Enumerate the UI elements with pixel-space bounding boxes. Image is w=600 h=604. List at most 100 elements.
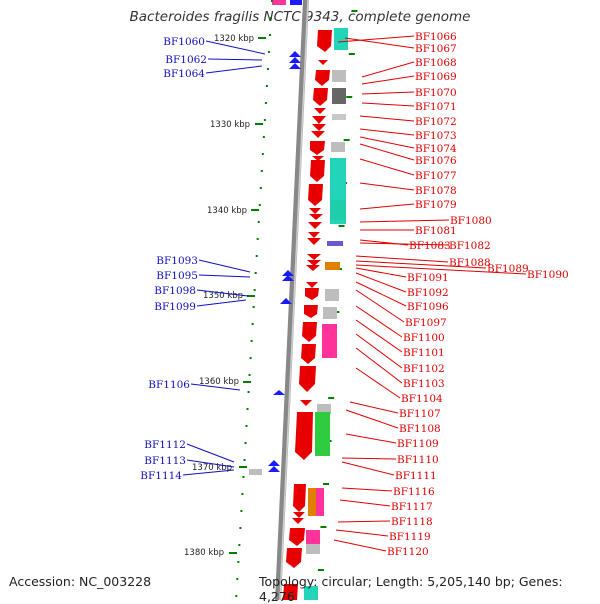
gene-label-bf1113[interactable]: BF1113	[144, 455, 186, 467]
gene-label-bf1092[interactable]: BF1092	[407, 287, 449, 299]
scale-ticks: 1320 kbp 1330 kbp 1340 kbp 1350 kbp 1360…	[184, 34, 266, 558]
gene-bf1093[interactable]	[282, 270, 294, 276]
gene-label-bf1117[interactable]: BF1117	[391, 501, 433, 513]
gene-label-bf1071[interactable]: BF1071	[415, 101, 457, 113]
gene-label-bf1079[interactable]: BF1079	[415, 199, 457, 211]
gene-label-bf1091[interactable]: BF1091	[407, 272, 449, 284]
gene-bf1066[interactable]	[317, 30, 332, 52]
gene-label-bf1102[interactable]: BF1102	[403, 363, 445, 375]
leader-line	[361, 91, 415, 95]
gene-bf1072-color[interactable]	[332, 114, 346, 120]
gene-label-bf1099[interactable]: BF1099	[154, 301, 196, 313]
gene-label-bf1109[interactable]: BF1109	[397, 438, 439, 450]
leader-line	[337, 520, 391, 523]
leader-line	[345, 433, 397, 444]
gene-bf1099[interactable]	[280, 298, 292, 304]
gene-label-bf1078[interactable]: BF1078	[415, 185, 457, 197]
gene-label-bf1072[interactable]: BF1072	[415, 116, 457, 128]
leader-line	[355, 347, 403, 384]
gene-bf1064[interactable]	[289, 63, 301, 69]
gene-label-bf1083[interactable]: BF1083	[409, 240, 451, 252]
gene-label-bf1097[interactable]: BF1097	[405, 317, 447, 329]
gene-block[interactable]	[272, 0, 286, 5]
gene-block[interactable]	[290, 0, 302, 5]
gene-bf1113[interactable]	[268, 466, 280, 472]
gene-label-bf1108[interactable]: BF1108	[399, 423, 441, 435]
leader-line	[355, 255, 449, 263]
gene-bf1071[interactable]	[314, 108, 326, 114]
leader-line	[205, 65, 263, 74]
gene-bf1088[interactable]	[307, 254, 321, 260]
gene-bf1106[interactable]	[273, 390, 285, 395]
gene-label-bf1101[interactable]: BF1101	[403, 347, 445, 359]
gene-label-bf1066[interactable]: BF1066	[415, 31, 457, 43]
gene-label-bf1088[interactable]: BF1088	[449, 257, 491, 269]
leader-line	[186, 459, 235, 468]
gene-label-bf1070[interactable]: BF1070	[415, 87, 457, 99]
gene-label-bf1107[interactable]: BF1107	[399, 408, 441, 420]
gene-bf1100-color[interactable]	[322, 324, 337, 358]
gene-bf1104[interactable]	[299, 366, 316, 392]
gene-label-bf1067[interactable]: BF1067	[415, 43, 457, 55]
leader-line	[339, 499, 391, 507]
gene-bf1068[interactable]	[318, 60, 328, 65]
gene-label-bf1104[interactable]: BF1104	[401, 393, 443, 405]
gene-bf1062[interactable]	[289, 57, 301, 63]
gene-label-bf1062[interactable]: BF1062	[165, 54, 207, 66]
gene-label-bf1074[interactable]: BF1074	[415, 143, 457, 155]
gene-bf1069[interactable]	[315, 70, 330, 86]
gene-label-bf1110[interactable]: BF1110	[397, 454, 439, 466]
gene-label-bf1096[interactable]: BF1096	[407, 301, 449, 313]
gene-label-bf1081[interactable]: BF1081	[415, 225, 457, 237]
gene-label-bf1093[interactable]: BF1093	[156, 255, 198, 267]
gene-bf1112[interactable]	[268, 460, 280, 466]
gene-label-bf1103[interactable]: BF1103	[403, 378, 445, 390]
leader-line	[337, 35, 415, 43]
gene-bf1070[interactable]	[313, 88, 328, 106]
tick-label: 1340 kbp	[207, 206, 247, 216]
gene-label-bf1111[interactable]: BF1111	[395, 470, 437, 482]
gene-bf1070-color[interactable]	[332, 88, 346, 104]
gene-label-bf1064[interactable]: BF1064	[163, 68, 205, 80]
gene-label-bf1069[interactable]: BF1069	[415, 71, 457, 83]
gene-label-bf1114[interactable]: BF1114	[140, 470, 182, 482]
gene-bf1066-color[interactable]	[334, 28, 348, 50]
gene-label-bf1076[interactable]: BF1076	[415, 155, 457, 167]
tick-label: 1380 kbp	[184, 548, 224, 558]
gene-label-bf1077[interactable]: BF1077	[415, 170, 457, 182]
gene-label-bf1106[interactable]: BF1106	[148, 379, 190, 391]
gene-bf1060[interactable]	[289, 51, 301, 57]
gene-bf1116[interactable]	[293, 484, 306, 512]
gene-bf1109[interactable]	[295, 412, 313, 460]
gene-bf1095[interactable]	[282, 275, 294, 281]
gene-label-bf1118[interactable]: BF1118	[391, 516, 433, 528]
gene-bf1074[interactable]	[310, 141, 325, 155]
leader-line	[361, 61, 415, 78]
gene-label-bf1098[interactable]: BF1098	[154, 285, 196, 297]
leader-line	[341, 461, 395, 476]
gene-label-bf1080[interactable]: BF1080	[450, 215, 492, 227]
gene-label-bf1090[interactable]: BF1090	[527, 269, 569, 281]
gene-label-bf1119[interactable]: BF1119	[389, 531, 431, 543]
gene-bf1069-color[interactable]	[332, 70, 346, 82]
gene-bf1114[interactable]	[249, 469, 262, 475]
gene-label-bf1060[interactable]: BF1060	[163, 36, 205, 48]
leader-line	[344, 37, 415, 49]
gene-label-bf1112[interactable]: BF1112	[144, 439, 186, 451]
leader-line	[207, 58, 263, 61]
gene-label-bf1095[interactable]: BF1095	[156, 270, 198, 282]
gene-label-bf1073[interactable]: BF1073	[415, 130, 457, 142]
gene-label-bf1068[interactable]: BF1068	[415, 57, 457, 69]
gene-bf1089-color[interactable]	[325, 262, 340, 270]
gene-label-bf1082[interactable]: BF1082	[449, 240, 491, 252]
gene-label-bf1100[interactable]: BF1100	[403, 332, 445, 344]
leader-line	[359, 242, 449, 246]
gene-bf1092[interactable]	[306, 282, 318, 288]
forward-genes	[283, 28, 348, 600]
gene-label-bf1120[interactable]: BF1120	[387, 546, 429, 558]
gene-label-bf1116[interactable]: BF1116	[393, 486, 435, 498]
gene-bf1109-color[interactable]	[315, 412, 330, 456]
accession-text: Accession: NC_003228	[9, 574, 152, 589]
gene-bf1118[interactable]	[289, 528, 305, 546]
gene-bf1076[interactable]	[312, 156, 324, 161]
